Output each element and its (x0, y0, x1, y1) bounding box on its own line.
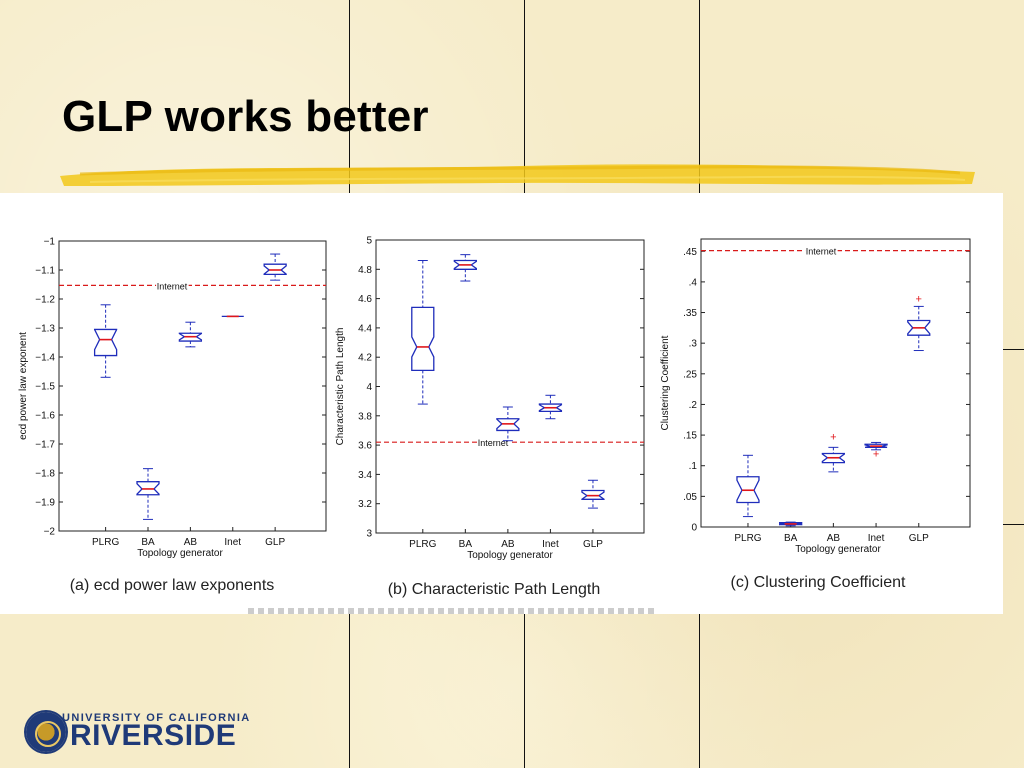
x-axis-label: Topology generator (795, 544, 881, 555)
y-tick-label: −1 (44, 237, 56, 248)
y-tick-label: 3.8 (358, 411, 372, 422)
logo-line-2: RIVERSIDE (70, 719, 237, 752)
y-axis-label: Clustering Coefficient (660, 335, 671, 430)
outlier-marker: + (873, 448, 879, 460)
x-tick-label: PLRG (734, 533, 761, 544)
y-tick-label: −1.3 (35, 324, 55, 335)
highlighter-stroke (60, 164, 975, 186)
y-tick-label: 3.6 (358, 441, 372, 452)
chart-caption: (b) Characteristic Path Length (388, 581, 601, 598)
chart-1: −1 −1.1 −1.2 −1.3 −1.4 −1.5 −1.6 −1.7 −1.8 −1.9 −2… (18, 237, 327, 594)
y-tick-label: −1.2 (35, 295, 55, 306)
internet-reference-label: Internet (806, 247, 837, 257)
y-tick-label: 3.4 (358, 470, 372, 481)
y-tick-label: 5 (366, 236, 372, 247)
x-tick-label: GLP (265, 537, 285, 548)
x-tick-label: AB (827, 533, 841, 544)
chart-2: 3 3.2 3.4 3.6 3.8 4 4.2 4.4 4.6 4.8 5 PLRG BA AB Inet G… (335, 236, 645, 598)
y-tick-label: .4 (689, 277, 698, 288)
y-tick-label: .15 (683, 431, 697, 442)
y-tick-label: 4.6 (358, 294, 372, 305)
x-tick-label: AB (184, 537, 198, 548)
y-tick-label: 4.2 (358, 353, 372, 364)
y-tick-label: −1.4 (35, 353, 55, 364)
y-tick-label: −1.5 (35, 382, 55, 393)
outlier-marker: + (916, 293, 922, 305)
x-tick-label: PLRG (92, 537, 119, 548)
x-tick-label: BA (459, 539, 473, 550)
x-axis-label: Topology generator (467, 550, 553, 561)
x-tick-label: GLP (909, 533, 929, 544)
x-axis-label: Topology generator (137, 548, 223, 559)
y-tick-label: .45 (683, 247, 697, 258)
y-tick-label: −1.6 (35, 411, 55, 422)
x-tick-label: AB (501, 539, 515, 550)
chart-3: 0 .05 .1 .15 .2 .25 .3 .35 .4 .45 PLRG BA AB Inet GLP T… (660, 238, 971, 591)
x-tick-label: GLP (583, 539, 603, 550)
x-tick-label: PLRG (409, 539, 436, 550)
y-tick-label: −2 (44, 527, 56, 538)
y-tick-label: −1.7 (35, 440, 55, 451)
internet-reference-label: Internet (157, 281, 188, 291)
y-axis-label: Characteristic Path Length (335, 328, 346, 446)
logo-line-1: UNIVERSITY OF CALIFORNIA (62, 712, 251, 724)
x-tick-label: Inet (868, 533, 885, 544)
y-tick-label: 4.8 (358, 265, 372, 276)
plot-frame (375, 239, 645, 534)
y-tick-label: 4.4 (358, 323, 372, 334)
x-tick-label: BA (784, 533, 798, 544)
y-tick-label: 0 (691, 523, 697, 534)
university-seal-icon (26, 712, 66, 752)
slide-title: GLP works better (62, 92, 429, 141)
y-tick-label: .3 (689, 339, 698, 350)
chart-caption: (c) Clustering Coefficient (731, 574, 906, 591)
box-plrg (411, 306, 435, 372)
outlier-marker: + (830, 431, 836, 443)
x-tick-label: BA (141, 537, 155, 548)
y-tick-label: −1.8 (35, 469, 55, 480)
box-plrg (93, 328, 118, 357)
row-divider (1003, 349, 1024, 350)
y-tick-label: −1.1 (35, 266, 55, 277)
y-tick-label: .1 (689, 461, 698, 472)
plot-frame (58, 240, 327, 532)
y-tick-label: 3 (366, 529, 372, 540)
y-axis-label: ecd power law exponent (18, 332, 29, 440)
y-tick-label: .25 (683, 369, 697, 380)
x-tick-label: Inet (542, 539, 559, 550)
y-tick-label: 4 (366, 382, 372, 393)
ucr-logo: UNIVERSITY OF CALIFORNIA RIVERSIDE (26, 712, 266, 756)
chart-caption: (a) ecd power law exponents (70, 577, 275, 594)
y-tick-label: .2 (689, 400, 698, 411)
y-tick-label: .35 (683, 308, 697, 319)
figure-caption-scrap (248, 608, 658, 614)
y-tick-label: 3.2 (358, 499, 372, 510)
internet-reference-label: Internet (478, 438, 509, 448)
y-tick-label: −1.9 (35, 498, 55, 509)
y-tick-label: .05 (683, 492, 697, 503)
x-tick-label: Inet (224, 537, 241, 548)
row-divider (1003, 524, 1024, 525)
